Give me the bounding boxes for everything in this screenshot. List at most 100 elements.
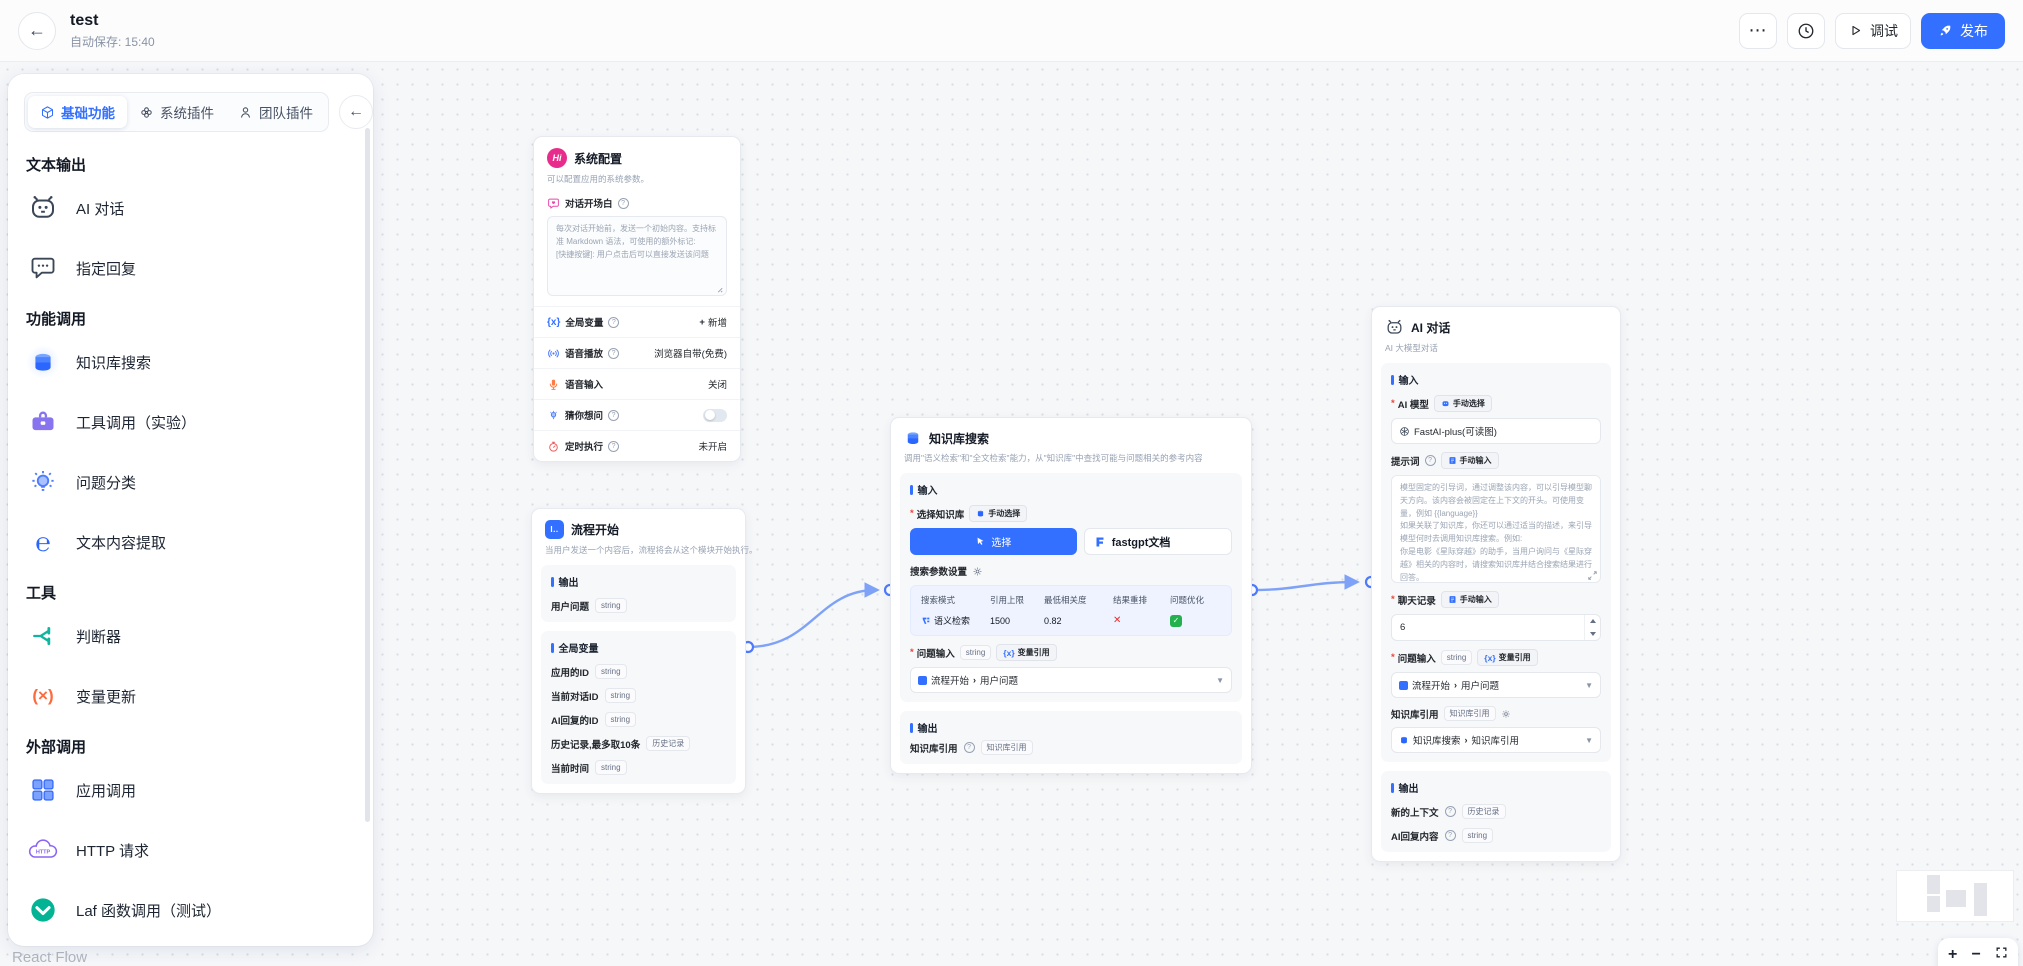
badge-label: 变量引用 (1498, 653, 1531, 662)
gear-icon[interactable] (1501, 709, 1511, 719)
node-system-config[interactable]: Hi 系统配置 可以配置应用的系统参数。 对话开场白 ? {x} 全局变量? +新… (533, 136, 741, 462)
flow-start-globals-card: 全局变量 应用的ID string 当前对话ID string AI回复的ID str… (541, 631, 736, 784)
zoom-in-button[interactable]: + (1948, 946, 1958, 963)
module-item-http-request[interactable]: HTTP HTTP 请求 (8, 820, 373, 880)
tab-system-plugins[interactable]: 系统插件 (127, 96, 226, 128)
module-item-dataset-search[interactable]: 知识库搜索 (8, 332, 373, 392)
module-item-ai-chat[interactable]: AI 对话 (8, 178, 373, 238)
manual-select-badge[interactable]: 手动选择 (969, 505, 1028, 522)
branch-icon (26, 619, 60, 653)
back-button[interactable]: ← (18, 11, 56, 50)
variable-glyph: (×) (32, 686, 54, 705)
section-function-call: 功能调用 (26, 311, 87, 328)
node-dataset-search[interactable]: 知识库搜索 调用"语义检索"和"全文检索"能力，从"知识库"中查找可能与问题相关… (890, 417, 1252, 774)
welcome-textarea[interactable] (547, 216, 727, 296)
help-icon: ? (1424, 455, 1436, 466)
tab-team-plugins[interactable]: 团队插件 (226, 96, 325, 128)
model-select[interactable]: FastAI-plus(可读图) (1391, 418, 1601, 444)
debug-label: 调试 (1870, 22, 1898, 39)
cross-icon: ✕ (1113, 615, 1122, 626)
section-title: 输入 (917, 486, 938, 497)
module-item-judge[interactable]: 判断器 (8, 606, 373, 666)
search-params-button[interactable]: 搜索参数设置 (910, 564, 1232, 578)
module-item-laf-function[interactable]: Laf 函数调用（测试） (8, 880, 373, 940)
node-flow-start[interactable]: I.. 流程开始 当用户发送一个内容后，流程将会从这个模块开始执行。 输出 用户… (531, 508, 758, 794)
person-icon (240, 106, 251, 118)
more-button[interactable]: ⋯ (1739, 12, 1777, 49)
section-tools: 工具 (26, 585, 57, 602)
module-item-assigned-reply[interactable]: 指定回复 (8, 238, 373, 298)
required-mark: * (910, 508, 914, 519)
fit-view-button[interactable] (1995, 946, 2008, 959)
choose-dataset-button[interactable]: 选择 (910, 528, 1077, 555)
module-item-app-call[interactable]: 应用调用 (8, 760, 373, 820)
node-desc: 可以配置应用的系统参数。 (547, 174, 650, 184)
sidebar-scrollbar[interactable] (365, 128, 370, 822)
app-grid-icon (26, 773, 60, 807)
search-params-table: 搜索模式 引用上限 最低相关度 结果重排 问题优化 语义检索 1500 0.82… (910, 585, 1232, 636)
row-label: 语音播放 (565, 349, 604, 360)
resize-corner-icon[interactable] (715, 285, 723, 293)
required-mark: * (1391, 398, 1395, 409)
model-value: FastAI-plus(可读图) (1414, 427, 1497, 438)
minimap-node (1946, 890, 1966, 907)
history-count-field[interactable] (1392, 622, 1584, 633)
params-label: 搜索参数设置 (910, 567, 968, 578)
help-icon: ? (608, 409, 620, 421)
section-title: 输出 (558, 578, 579, 589)
node-ai-chat[interactable]: AI 对话 AI 大模型对话 输入 * AI 模型 手动选择 FastAI-pl… (1371, 306, 1621, 862)
module-item-variable-update[interactable]: (×) 变量更新 (8, 666, 373, 726)
variable-ref-badge[interactable]: {x} 变量引用 (996, 644, 1057, 661)
plugin-flower-icon (141, 106, 152, 118)
module-item-label: 变量更新 (76, 688, 137, 706)
similarity-value: 0.82 (1044, 615, 1062, 626)
section-bar (1391, 374, 1394, 385)
expand-icon[interactable] (1588, 571, 1597, 580)
field-label: 提示词 (1391, 456, 1420, 468)
variable-ref-badge[interactable]: {x} 变量引用 (1477, 649, 1538, 666)
module-item-label: 工具调用（实验） (76, 414, 197, 432)
selected-dataset-card[interactable]: fastgpt文档 (1083, 528, 1232, 555)
question-input-select[interactable]: 流程开始 › 用户问题 ▼ (1391, 672, 1601, 698)
prompt-textarea[interactable] (1391, 475, 1601, 583)
section-bar (551, 576, 554, 587)
module-item-question-classify[interactable]: 问题分类 (8, 452, 373, 512)
module-item-tool-call[interactable]: 工具调用（实验） (8, 392, 373, 452)
row-value: 未开启 (698, 442, 727, 453)
node-desc: 当用户发送一个内容后，流程将会从这个模块开始执行。 (545, 545, 758, 555)
flow-start-mini-icon (1399, 680, 1408, 690)
crumb-field: 知识库引用 (1471, 736, 1520, 747)
add-variable-button[interactable]: + 新增 (699, 315, 727, 330)
manual-select-badge[interactable]: 手动选择 (1433, 395, 1492, 412)
guide-bulb-icon (550, 410, 557, 419)
back-arrow-icon: ← (28, 20, 46, 40)
module-item-content-extract[interactable]: ℮ 文本内容提取 (8, 512, 373, 572)
quote-input-select[interactable]: 知识库搜索 › 知识库引用 ▼ (1391, 727, 1601, 753)
scheduled-run-value[interactable]: 未开启 (698, 439, 727, 453)
history-count-input (1391, 614, 1601, 641)
manual-input-badge[interactable]: 手动输入 (1440, 452, 1499, 469)
node-desc: AI 大模型对话 (1385, 343, 1438, 353)
question-input-select[interactable]: 流程开始 › 用户问题 ▼ (910, 667, 1232, 693)
publish-button[interactable]: 发布 (1921, 12, 2005, 49)
question-guide-toggle[interactable] (703, 408, 727, 422)
module-list: 文本输出 AI 对话 指定回复 功能调用 知识库搜索 工具调用（实验） (8, 132, 373, 946)
section-text-output: 文本输出 (26, 157, 87, 174)
type-badge: string (595, 598, 627, 613)
tts-value[interactable]: 浏览器自带(免费) (654, 346, 727, 360)
collapse-sidebar-button[interactable]: ← (339, 95, 373, 129)
dataset-search-output-card: 输出 知识库引用 ? 知识库引用 (900, 711, 1242, 764)
variable-update-icon: (×) (26, 679, 60, 713)
minimap[interactable] (1897, 871, 2013, 921)
tab-basic-modules[interactable]: 基础功能 (28, 96, 127, 128)
extract-glyph: ℮ (35, 526, 51, 557)
manual-input-badge[interactable]: 手动输入 (1440, 591, 1499, 608)
voice-input-value[interactable]: 关闭 (708, 377, 727, 391)
step-down-button[interactable] (1585, 628, 1600, 641)
robot-mini-icon (1442, 401, 1449, 407)
field-label: 问题输入 (916, 648, 955, 660)
zoom-out-button[interactable]: − (1971, 946, 1981, 963)
debug-button[interactable]: 调试 (1835, 12, 1911, 49)
step-up-button[interactable] (1585, 615, 1600, 628)
history-button[interactable] (1787, 12, 1825, 49)
